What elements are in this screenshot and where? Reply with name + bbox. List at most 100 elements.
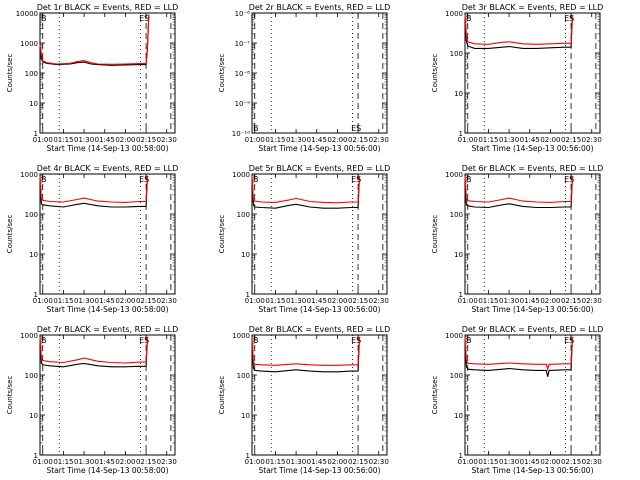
- y-axis-label: Counts/sec: [6, 376, 14, 415]
- lld-series-line: [251, 336, 360, 366]
- marker-label-es: ES: [564, 14, 574, 23]
- x-tick-label: 02:30: [157, 297, 177, 305]
- events-series-line: [464, 338, 573, 377]
- x-tick-label: 01:15: [265, 297, 285, 305]
- marker-label-es: ES: [351, 124, 361, 133]
- y-tick-label: 10⁻⁷: [235, 40, 251, 48]
- lld-series-line: [39, 336, 148, 364]
- x-tick-label: 02:00: [327, 297, 347, 305]
- y-tick-label: 10⁻¹⁰: [232, 130, 250, 138]
- y-tick-label: 100: [450, 50, 463, 58]
- chart-title: Det 6r BLACK = Events, RED = LLD: [462, 164, 604, 173]
- x-tick-label: 02:30: [369, 458, 389, 466]
- plot-frame: [464, 173, 601, 295]
- y-tick-label: 100: [25, 372, 38, 380]
- x-axis-label: Start Time (14-Sep-13 00:56:00): [472, 305, 594, 314]
- x-tick-label: 01:30: [499, 136, 519, 144]
- y-tick-label: 100: [450, 211, 463, 219]
- plot-frame: [39, 334, 176, 456]
- y-axis-label: Counts/sec: [218, 376, 226, 415]
- x-tick-label: 02:30: [157, 136, 177, 144]
- marker-label-b: B: [41, 14, 47, 23]
- lld-series-line: [39, 175, 148, 203]
- x-tick-label: 01:15: [53, 136, 73, 144]
- x-tick-label: 02:15: [561, 136, 581, 144]
- x-tick-label: 02:30: [582, 136, 602, 144]
- y-tick-label: 10: [29, 412, 38, 420]
- y-tick-label: 10: [241, 251, 250, 259]
- y-axis-label: Counts/sec: [218, 215, 226, 254]
- chart-title: Det 7r BLACK = Events, RED = LLD: [37, 325, 179, 334]
- y-tick-label: 100: [237, 372, 250, 380]
- y-axis-label: Counts/sec: [431, 54, 439, 93]
- x-axis-label: Start Time (14-Sep-13 00:58:00): [47, 305, 169, 314]
- chart-title: Det 1r BLACK = Events, RED = LLD: [37, 3, 179, 12]
- y-tick-label: 1: [246, 291, 250, 299]
- x-tick-label: 02:30: [369, 297, 389, 305]
- x-tick-label: 02:00: [115, 297, 135, 305]
- x-tick-label: 01:45: [307, 136, 327, 144]
- lld-series-line: [464, 14, 573, 45]
- x-tick-label: 01:30: [499, 458, 519, 466]
- x-axis-label: Start Time (14-Sep-13 00:56:00): [259, 144, 381, 153]
- plot-frame: [464, 334, 601, 456]
- marker-label-es: ES: [139, 14, 149, 23]
- x-tick-label: 01:00: [33, 458, 53, 466]
- marker-label-b: B: [466, 14, 472, 23]
- x-tick-label: 01:00: [245, 297, 265, 305]
- x-tick-label: 01:00: [245, 136, 265, 144]
- marker-label-b: B: [253, 124, 259, 133]
- lld-series-line: [464, 336, 573, 372]
- y-tick-label: 1: [34, 130, 38, 138]
- x-tick-label: 02:15: [348, 136, 368, 144]
- lld-series-line: [251, 175, 360, 204]
- x-tick-label: 01:30: [286, 297, 306, 305]
- x-tick-label: 02:15: [136, 297, 156, 305]
- y-tick-label: 10: [454, 412, 463, 420]
- events-series-line: [251, 338, 360, 373]
- plot-frame: [251, 12, 388, 134]
- x-tick-label: 01:30: [74, 458, 94, 466]
- marker-label-es: ES: [351, 175, 361, 184]
- x-tick-label: 01:15: [53, 458, 73, 466]
- x-tick-label: 01:45: [520, 297, 540, 305]
- chart-panel-6: Det 6r BLACK = Events, RED = LLD 01:00 01:…: [431, 164, 603, 314]
- marker-label-es: ES: [351, 336, 361, 345]
- x-tick-label: 01:15: [265, 136, 285, 144]
- plot-frame: [251, 334, 388, 456]
- x-tick-label: 01:00: [458, 297, 478, 305]
- marker-label-b: B: [41, 336, 47, 345]
- x-tick-label: 01:30: [286, 136, 306, 144]
- y-tick-label: 1000: [20, 171, 38, 179]
- x-tick-label: 02:15: [136, 136, 156, 144]
- x-tick-label: 02:00: [540, 458, 560, 466]
- y-tick-label: 1000: [445, 10, 463, 18]
- x-tick-label: 02:15: [561, 458, 581, 466]
- x-tick-label: 01:15: [478, 136, 498, 144]
- x-tick-label: 01:45: [307, 297, 327, 305]
- y-tick-label: 10: [454, 251, 463, 259]
- x-tick-label: 01:15: [265, 458, 285, 466]
- x-tick-label: 02:00: [327, 136, 347, 144]
- y-tick-label: 1000: [232, 332, 250, 340]
- marker-label-b: B: [466, 336, 472, 345]
- y-axis-label: Counts/sec: [6, 215, 14, 254]
- x-tick-label: 01:00: [458, 458, 478, 466]
- chart-title: Det 3r BLACK = Events, RED = LLD: [462, 3, 604, 12]
- x-tick-label: 02:30: [369, 136, 389, 144]
- x-tick-label: 01:45: [307, 458, 327, 466]
- x-tick-label: 01:30: [286, 458, 306, 466]
- y-axis-label: Counts/sec: [6, 54, 14, 93]
- y-tick-label: 10: [241, 412, 250, 420]
- chart-title: Det 8r BLACK = Events, RED = LLD: [249, 325, 391, 334]
- chart-title: Det 2r BLACK = Events, RED = LLD: [249, 3, 391, 12]
- x-tick-label: 01:45: [95, 458, 115, 466]
- x-tick-label: 02:15: [136, 458, 156, 466]
- plot-frame: [39, 173, 176, 295]
